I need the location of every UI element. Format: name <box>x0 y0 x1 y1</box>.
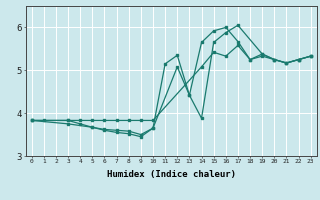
X-axis label: Humidex (Indice chaleur): Humidex (Indice chaleur) <box>107 170 236 179</box>
